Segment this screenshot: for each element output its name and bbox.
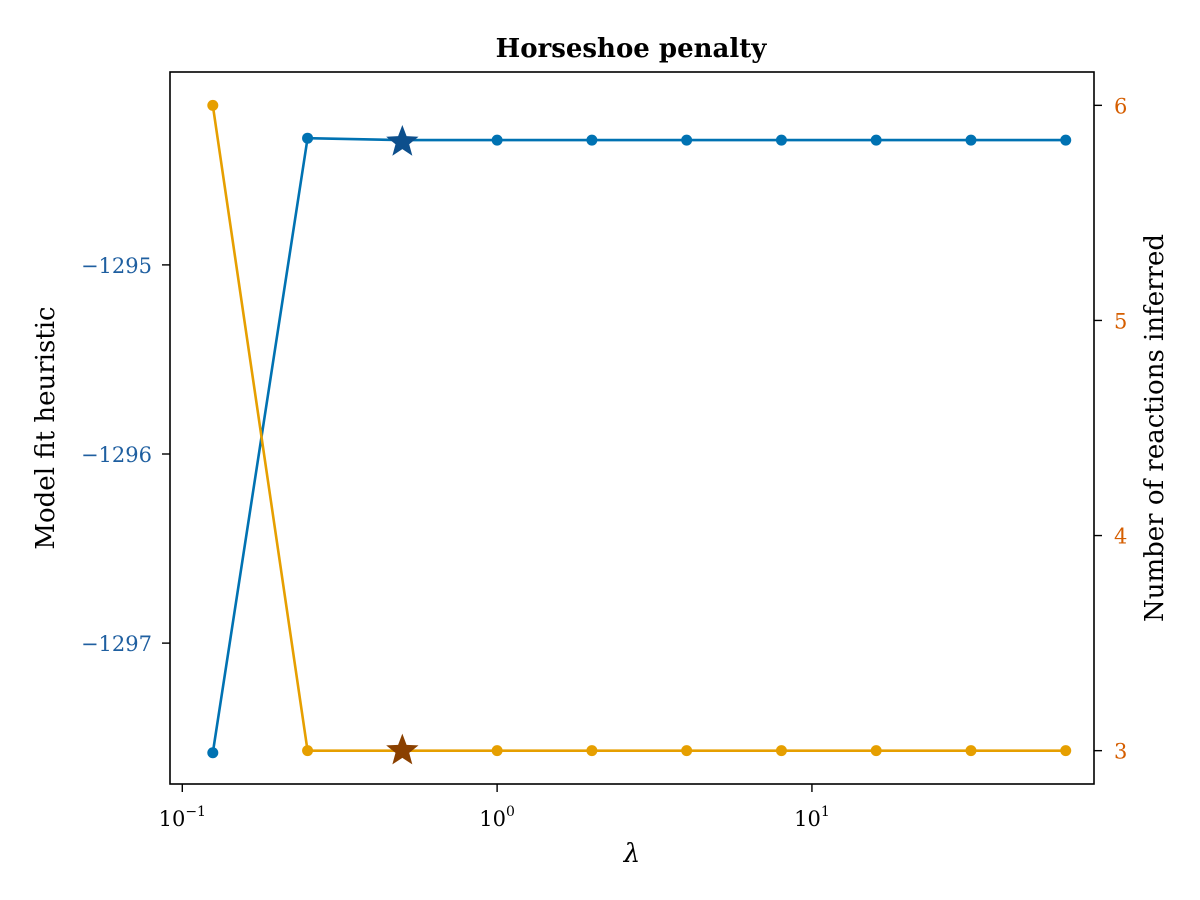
right-y-tick-label: 4 [1114,525,1127,549]
series-right-point [207,99,219,111]
series-right-point [681,745,693,757]
series-right-point [491,745,503,757]
series-left-point [681,134,693,146]
series-right-best-star [386,733,419,765]
left-y-tick-label: −1297 [81,632,152,656]
series-left-point [207,747,219,759]
x-axis-label: λ [623,839,640,869]
x-tick-label: 101 [794,804,830,831]
left-y-tick-label: −1295 [81,254,152,278]
right-y-tick-label: 6 [1114,94,1127,118]
series-left-point [1060,134,1072,146]
series-right-point [1060,745,1072,757]
series-right-point [775,745,787,757]
series-left-point [775,134,787,146]
right-y-tick-label: 3 [1114,740,1127,764]
series-left-point [586,134,598,146]
series-right-point [586,745,598,757]
right-y-axis-label: Number of reactions inferred [1140,234,1170,622]
series-right-point [870,745,882,757]
x-tick-label: 100 [479,804,515,831]
plot-frame [169,71,1095,785]
series-right-line [211,105,1066,752]
right-y-axis: 3 4 5 6 [1094,94,1127,764]
series-left-point [491,134,503,146]
series-left-point [302,132,314,144]
x-tick-label: 10−1 [159,804,206,831]
left-y-tick-label: −1296 [81,443,152,467]
series-layer [207,99,1072,765]
left-y-axis: −1295 −1296 −1297 [81,254,170,656]
series-left-point [870,134,882,146]
chart-title: Horseshoe penalty [496,34,768,64]
series-left-point [965,134,977,146]
right-y-tick-label: 5 [1114,309,1127,333]
series-right-point [965,745,977,757]
series-left-best-star [386,124,419,156]
left-y-axis-label: Model fit heuristic [31,306,61,549]
x-axis: 10−1 100 101 [159,784,830,831]
series-left-line [211,136,1066,753]
series-right-point [302,745,314,757]
